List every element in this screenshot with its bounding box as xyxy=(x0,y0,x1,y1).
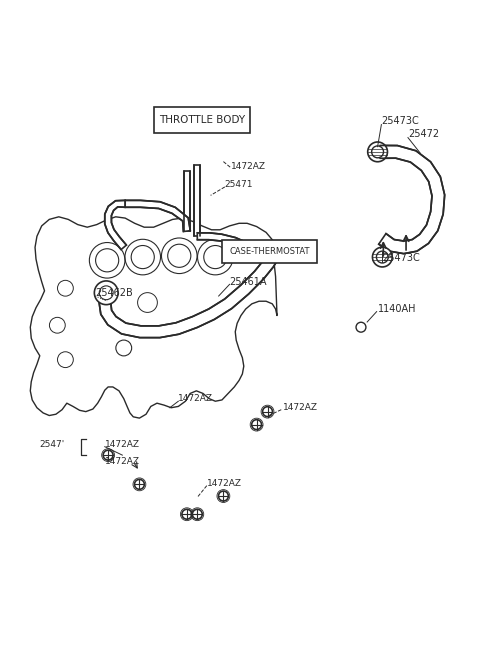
Text: 1472AZ: 1472AZ xyxy=(230,162,265,171)
Polygon shape xyxy=(194,165,200,237)
Text: 25462B: 25462B xyxy=(96,288,133,298)
Text: 1472AZ: 1472AZ xyxy=(105,440,140,449)
Text: CASE-THERMOSTAT: CASE-THERMOSTAT xyxy=(229,247,310,256)
Polygon shape xyxy=(379,145,444,254)
Polygon shape xyxy=(197,233,267,256)
Circle shape xyxy=(95,281,118,305)
Text: 1472AZ: 1472AZ xyxy=(179,394,213,403)
Text: 1472AZ: 1472AZ xyxy=(105,457,140,466)
Text: 25473C: 25473C xyxy=(383,254,420,263)
Circle shape xyxy=(372,247,392,267)
Polygon shape xyxy=(125,200,190,231)
Circle shape xyxy=(263,407,273,417)
Polygon shape xyxy=(184,171,190,231)
Text: 1140AH: 1140AH xyxy=(378,304,416,314)
Text: THROTTLE BODY: THROTTLE BODY xyxy=(159,115,245,125)
Polygon shape xyxy=(105,200,126,250)
Circle shape xyxy=(182,509,192,519)
Circle shape xyxy=(134,480,144,489)
Text: 2547': 2547' xyxy=(39,440,64,449)
Circle shape xyxy=(368,142,387,162)
Polygon shape xyxy=(99,253,278,338)
FancyBboxPatch shape xyxy=(154,106,251,133)
Text: 1472AZ: 1472AZ xyxy=(283,403,318,412)
Text: 25471: 25471 xyxy=(225,180,253,189)
Text: 25461A: 25461A xyxy=(229,277,267,286)
Text: 25473C: 25473C xyxy=(382,116,419,125)
FancyBboxPatch shape xyxy=(222,240,317,263)
Text: 25472: 25472 xyxy=(408,129,440,139)
Circle shape xyxy=(218,491,228,501)
Circle shape xyxy=(252,420,262,430)
Circle shape xyxy=(103,450,113,460)
Text: 1472AZ: 1472AZ xyxy=(207,478,242,487)
Circle shape xyxy=(192,509,202,519)
